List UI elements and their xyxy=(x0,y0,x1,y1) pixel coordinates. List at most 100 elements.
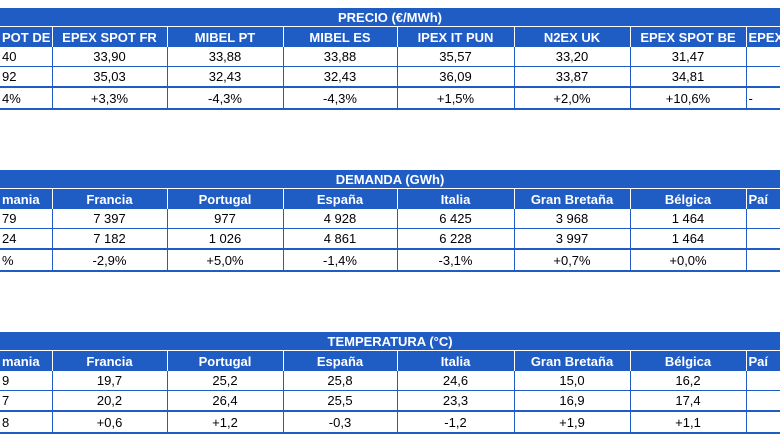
cell: -1,4% xyxy=(282,248,397,272)
cell: -2,9% xyxy=(51,248,167,272)
cell: 1 026 xyxy=(166,228,283,250)
column-header: Gran Bretaña xyxy=(513,350,630,371)
cell: 33,88 xyxy=(282,47,397,67)
cell: 31,47 xyxy=(629,47,746,67)
cell: 32,43 xyxy=(166,66,283,88)
cell: 1 464 xyxy=(629,228,746,250)
data-row: 4% +3,3% -4,3% -4,3% +1,5% +2,0% +10,6% - xyxy=(0,86,780,110)
cell: 4 861 xyxy=(282,228,397,250)
cell: 7 182 xyxy=(51,228,167,250)
cell: 33,88 xyxy=(166,47,283,67)
cell: -4,3% xyxy=(282,86,397,110)
column-header: Bélgica xyxy=(629,350,746,371)
data-row: 92 35,03 32,43 32,43 36,09 33,87 34,81 xyxy=(0,66,780,88)
cell: % xyxy=(0,248,52,272)
cell: 33,20 xyxy=(513,47,630,67)
table-title: TEMPERATURA (°C) xyxy=(0,332,780,351)
cell: -4,3% xyxy=(166,86,283,110)
cell: 34,81 xyxy=(629,66,746,88)
cell: 19,7 xyxy=(51,371,167,391)
cell: 6 425 xyxy=(396,209,514,229)
cell: 15,0 xyxy=(513,371,630,391)
data-row: 40 33,90 33,88 33,88 35,57 33,20 31,47 xyxy=(0,47,780,67)
data-table: DEMANDA (GWh) mania Francia Portugal España I… xyxy=(0,170,780,272)
data-row: % -2,9% +5,0% -1,4% -3,1% +0,7% +0,0% xyxy=(0,248,780,272)
cell: 7 xyxy=(0,390,52,412)
cell: +2,0% xyxy=(513,86,630,110)
cell: 9 xyxy=(0,371,52,391)
column-header: Italia xyxy=(396,350,514,371)
cell: +1,5% xyxy=(396,86,514,110)
cell: 33,87 xyxy=(513,66,630,88)
cell: 4% xyxy=(0,86,52,110)
column-header: EPEX xyxy=(745,26,780,47)
cell xyxy=(745,47,780,67)
cell: 25,5 xyxy=(282,390,397,412)
cell: +1,1 xyxy=(629,410,746,434)
column-header: Portugal xyxy=(166,350,283,371)
column-header: Portugal xyxy=(166,188,283,209)
column-header: MIBEL PT xyxy=(166,26,283,47)
cell xyxy=(745,371,780,391)
cell: +1,2 xyxy=(166,410,283,434)
column-header: EPEX SPOT BE xyxy=(629,26,746,47)
cell: 8 xyxy=(0,410,52,434)
cell xyxy=(745,228,780,250)
title-row: DEMANDA (GWh) xyxy=(0,170,780,189)
cell: +0,0% xyxy=(629,248,746,272)
cell: 40 xyxy=(0,47,52,67)
cell xyxy=(745,248,780,272)
column-header: MIBEL ES xyxy=(282,26,397,47)
cell: 3 997 xyxy=(513,228,630,250)
data-table: PRECIO (€/MWh) POT DE EPEX SPOT FR MIBEL PT… xyxy=(0,8,780,110)
cell: +1,9 xyxy=(513,410,630,434)
cell: 17,4 xyxy=(629,390,746,412)
column-header: Bélgica xyxy=(629,188,746,209)
cell: 33,90 xyxy=(51,47,167,67)
cell: 35,03 xyxy=(51,66,167,88)
data-row: 24 7 182 1 026 4 861 6 228 3 997 1 464 xyxy=(0,228,780,250)
column-header: EPEX SPOT FR xyxy=(51,26,167,47)
cell xyxy=(745,66,780,88)
cell: 16,2 xyxy=(629,371,746,391)
cell xyxy=(745,410,780,434)
cell: +5,0% xyxy=(166,248,283,272)
cell: 24 xyxy=(0,228,52,250)
column-header: POT DE xyxy=(0,26,52,47)
cell: +10,6% xyxy=(629,86,746,110)
header-row: POT DE EPEX SPOT FR MIBEL PT MIBEL ES IPEX I… xyxy=(0,26,780,47)
data-row: 79 7 397 977 4 928 6 425 3 968 1 464 xyxy=(0,209,780,229)
cell xyxy=(745,209,780,229)
cell: +3,3% xyxy=(51,86,167,110)
cell: 4 928 xyxy=(282,209,397,229)
title-row: TEMPERATURA (°C) xyxy=(0,332,780,351)
column-header: Gran Bretaña xyxy=(513,188,630,209)
cell: -3,1% xyxy=(396,248,514,272)
cell: 32,43 xyxy=(282,66,397,88)
column-header: Italia xyxy=(396,188,514,209)
title-row: PRECIO (€/MWh) xyxy=(0,8,780,27)
column-header: Paí xyxy=(745,350,780,371)
cell: 20,2 xyxy=(51,390,167,412)
cell: 26,4 xyxy=(166,390,283,412)
cell: 16,9 xyxy=(513,390,630,412)
data-row: 9 19,7 25,2 25,8 24,6 15,0 16,2 xyxy=(0,371,780,391)
cell: 36,09 xyxy=(396,66,514,88)
column-header: Paí xyxy=(745,188,780,209)
data-table: TEMPERATURA (°C) mania Francia Portugal Espa… xyxy=(0,332,780,434)
cell: +0,7% xyxy=(513,248,630,272)
table-title: DEMANDA (GWh) xyxy=(0,170,780,189)
cell: 23,3 xyxy=(396,390,514,412)
cell: 25,2 xyxy=(166,371,283,391)
cell: 79 xyxy=(0,209,52,229)
cell: +0,6 xyxy=(51,410,167,434)
column-header: España xyxy=(282,350,397,371)
data-row: 7 20,2 26,4 25,5 23,3 16,9 17,4 xyxy=(0,390,780,412)
cell: 92 xyxy=(0,66,52,88)
header-row: mania Francia Portugal España Italia Gran Bre… xyxy=(0,350,780,371)
column-header: mania xyxy=(0,350,52,371)
cell: 3 968 xyxy=(513,209,630,229)
column-header: España xyxy=(282,188,397,209)
column-header: Francia xyxy=(51,188,167,209)
